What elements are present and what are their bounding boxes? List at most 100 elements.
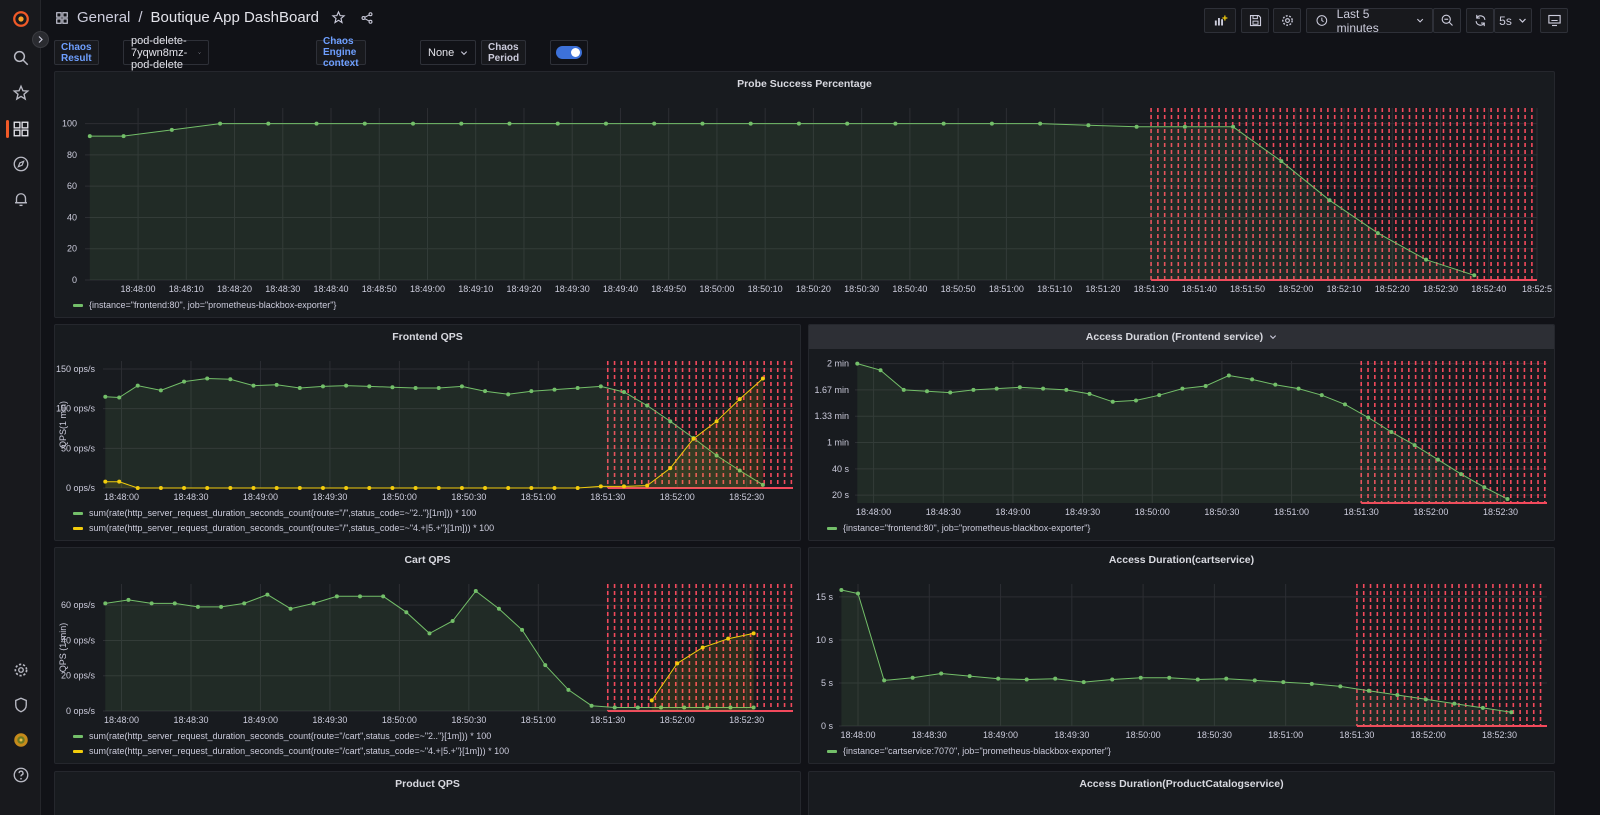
x-tick-label: 18:51:30 xyxy=(1134,284,1169,294)
data-point xyxy=(971,387,976,392)
chaos-engine-select[interactable]: None xyxy=(420,40,477,65)
data-point xyxy=(483,486,488,490)
legend-label: sum(rate(http_server_request_duration_se… xyxy=(89,523,495,533)
data-point xyxy=(1180,386,1185,391)
data-point xyxy=(751,705,756,710)
panel-title[interactable]: Product QPS xyxy=(395,778,460,790)
x-tick-label: 18:48:30 xyxy=(265,284,300,294)
star-icon[interactable] xyxy=(0,78,41,108)
x-tick-label: 18:49:00 xyxy=(243,492,278,502)
data-point xyxy=(242,601,247,606)
data-point xyxy=(1435,457,1440,462)
sidenav-expand-button[interactable] xyxy=(32,31,49,48)
data-point xyxy=(1231,124,1236,129)
settings-gear-icon[interactable] xyxy=(0,655,41,685)
alerting-bell-icon[interactable] xyxy=(0,184,41,214)
explore-compass-icon[interactable] xyxy=(0,149,41,179)
user-avatar-icon[interactable] xyxy=(0,725,41,755)
data-point xyxy=(169,127,174,132)
toggle-switch[interactable] xyxy=(556,46,582,59)
data-point xyxy=(381,594,386,599)
legend-item[interactable]: sum(rate(http_server_request_duration_se… xyxy=(73,523,494,533)
shield-icon[interactable] xyxy=(0,690,41,720)
y-tick-label: 15 s xyxy=(816,592,834,602)
data-point xyxy=(760,482,765,487)
share-icon[interactable] xyxy=(360,11,374,25)
dashboards-icon[interactable] xyxy=(0,114,41,144)
chaos-result-select[interactable]: pod-delete-7yqwn8mz-pod-delete xyxy=(123,35,210,71)
save-dashboard-button[interactable] xyxy=(1241,8,1269,33)
data-point xyxy=(251,486,256,490)
legend-item[interactable]: sum(rate(http_server_request_duration_se… xyxy=(73,731,509,741)
data-point xyxy=(413,385,418,390)
chaos-period-toggle[interactable] xyxy=(550,40,588,65)
cart-qps-chart: 0 ops/s 20 ops/s 40 ops/s 60 ops/s 18:48:00 1… xyxy=(58,584,793,725)
data-point xyxy=(529,486,534,490)
chevron-down-icon xyxy=(198,51,201,54)
help-icon[interactable] xyxy=(0,760,41,790)
data-point xyxy=(1086,123,1091,128)
data-point xyxy=(856,591,861,596)
breadcrumb-folder[interactable]: General xyxy=(77,9,131,26)
data-point xyxy=(320,486,325,490)
x-tick-label: 18:48:50 xyxy=(362,284,397,294)
panel-title[interactable]: Access Duration(ProductCatalogservice) xyxy=(1079,778,1284,790)
data-point xyxy=(367,486,372,490)
refresh-button[interactable] xyxy=(1466,8,1494,33)
panel-title-bar[interactable]: Access Duration (Frontend service) xyxy=(809,325,1554,349)
x-tick-label: 18:50:00 xyxy=(699,284,734,294)
data-point xyxy=(575,486,580,490)
legend-item[interactable]: sum(rate(http_server_request_duration_se… xyxy=(73,746,509,756)
grafana-logo-icon[interactable] xyxy=(0,4,41,34)
data-point xyxy=(612,705,617,710)
legend-label: sum(rate(http_server_request_duration_se… xyxy=(89,731,492,741)
data-point xyxy=(1296,386,1301,391)
search-icon[interactable] xyxy=(0,43,41,73)
data-point xyxy=(1250,377,1255,382)
data-point xyxy=(1081,680,1086,685)
legend-item[interactable]: {instance="cartservice:7070", job="prome… xyxy=(827,746,1111,756)
zoom-out-button[interactable] xyxy=(1433,8,1461,33)
clock-icon xyxy=(1316,15,1328,26)
panel-title[interactable]: Cart QPS xyxy=(404,554,451,566)
data-point xyxy=(1024,677,1029,682)
add-panel-icon xyxy=(1214,15,1227,26)
time-range-label: Last 5 minutes xyxy=(1336,6,1379,35)
data-point xyxy=(362,121,367,126)
refresh-interval-picker[interactable]: 5s xyxy=(1494,8,1532,33)
add-panel-button[interactable] xyxy=(1204,8,1236,33)
data-point xyxy=(1279,159,1284,164)
data-point xyxy=(126,597,131,602)
data-point xyxy=(274,486,279,490)
chevron-down-icon xyxy=(1416,18,1424,23)
legend-item[interactable]: {instance="frontend:80", job="prometheus… xyxy=(73,300,336,310)
panel-title[interactable]: Probe Success Percentage xyxy=(737,78,872,90)
data-point xyxy=(1041,386,1046,391)
data-point xyxy=(367,384,372,389)
data-point xyxy=(411,121,416,126)
dashboard-title[interactable]: Boutique App DashBoard xyxy=(150,9,320,26)
data-point xyxy=(413,486,418,490)
x-tick-label: 18:50:30 xyxy=(451,492,486,502)
dashboard-settings-button[interactable] xyxy=(1273,8,1301,33)
star-icon[interactable] xyxy=(331,10,346,25)
x-tick-label: 18:48:30 xyxy=(173,492,208,502)
data-point xyxy=(297,486,302,490)
tv-mode-button[interactable] xyxy=(1540,8,1568,33)
panel-title[interactable]: Frontend QPS xyxy=(392,331,463,343)
legend-item[interactable]: sum(rate(http_server_request_duration_se… xyxy=(73,508,494,518)
panel-title[interactable]: Access Duration(cartservice) xyxy=(1108,554,1255,566)
data-point xyxy=(621,484,626,489)
data-point xyxy=(1064,387,1069,392)
x-tick-label: 18:52:30 xyxy=(1483,507,1518,517)
frontend-qps-chart: 0 ops/s 50 ops/s 100 ops/s 150 ops/s 18:48:0… xyxy=(56,361,793,502)
legend-item[interactable]: {instance="frontend:80", job="prometheus… xyxy=(827,523,1090,533)
data-point xyxy=(760,376,765,381)
data-point xyxy=(520,627,525,632)
save-icon xyxy=(1249,14,1261,27)
data-point xyxy=(652,121,657,126)
time-range-picker[interactable]: Last 5 minutes xyxy=(1306,6,1433,35)
breadcrumb-separator: / xyxy=(138,9,143,26)
data-point xyxy=(1224,676,1229,681)
x-tick-label: 18:49:30 xyxy=(312,492,347,502)
